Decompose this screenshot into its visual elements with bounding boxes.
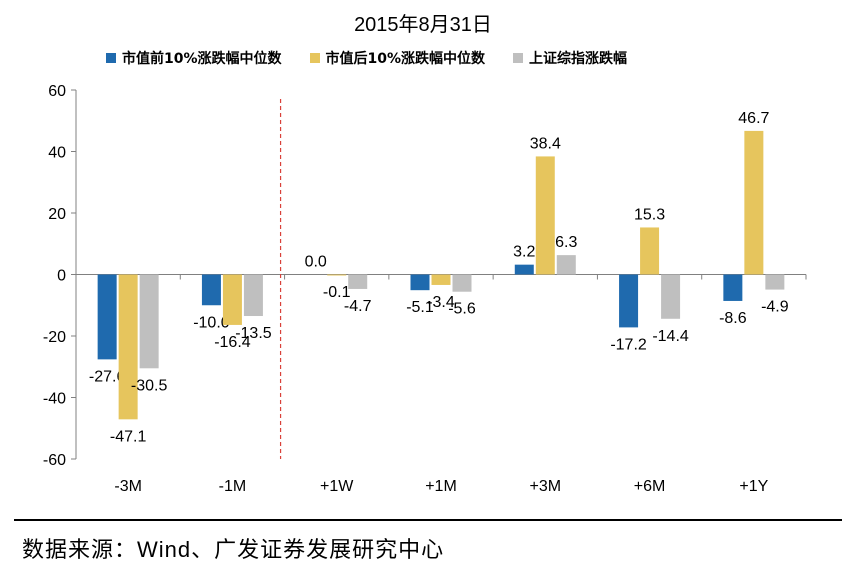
data-label: -5.1 (406, 299, 434, 316)
y-tick-label: -40 (43, 391, 66, 408)
chart-legend: 市值前10%涨跌幅中位数 市值后10%涨跌幅中位数 上证综指涨跌幅 (106, 48, 627, 68)
x-tick-label: +1Y (739, 478, 768, 495)
y-tick-label: 40 (48, 145, 66, 162)
chart-title: 2015年8月31日 (354, 14, 492, 36)
legend-item-bottom10: 市值后10%涨跌幅中位数 (309, 48, 486, 68)
legend-label-top10: 市值前10%涨跌幅中位数 (122, 51, 282, 67)
source-note: 数据来源：Wind、广发证券发展研究中心 (22, 532, 444, 564)
data-label: 6.3 (555, 234, 577, 251)
bar (556, 255, 576, 275)
bar (514, 264, 534, 275)
data-label: -47.1 (110, 428, 147, 445)
data-label: -8.6 (719, 310, 747, 327)
bar (348, 274, 368, 289)
y-tick-label: -20 (43, 329, 66, 346)
legend-item-index: 上证综指涨跌幅 (513, 48, 627, 68)
data-label: -4.9 (761, 299, 789, 316)
bar (118, 274, 138, 420)
legend-item-top10: 市值前10%涨跌幅中位数 (106, 48, 282, 68)
bar (640, 227, 660, 275)
bar (327, 274, 347, 276)
data-label: -17.2 (610, 336, 647, 353)
data-label: 46.7 (738, 110, 769, 127)
bar-chart: 6040200-20-40-60-27.6-47.1-30.5-3M-10.0-… (43, 83, 807, 495)
bar (97, 274, 117, 360)
bar (619, 274, 639, 328)
data-label: -16.4 (214, 334, 251, 351)
y-tick-label: 0 (57, 268, 66, 285)
legend-swatch-top10 (106, 53, 116, 63)
data-label: 38.4 (530, 135, 561, 152)
bar (222, 274, 242, 325)
bar (201, 274, 221, 306)
x-tick-label: +6M (634, 478, 666, 495)
data-label: -30.5 (131, 377, 168, 394)
data-label: -14.4 (652, 328, 689, 345)
data-label: -4.7 (344, 298, 372, 315)
y-tick-label: -60 (43, 452, 66, 469)
data-label: 15.3 (634, 206, 665, 223)
x-tick-label: +1M (425, 478, 457, 495)
legend-swatch-index (513, 53, 524, 63)
footer-divider (14, 519, 842, 521)
source-prefix: 数据来源： (22, 538, 138, 563)
bar (139, 274, 159, 369)
bar (723, 274, 743, 301)
x-tick-label: -3M (114, 478, 142, 495)
bar (661, 274, 681, 319)
bar (765, 274, 785, 290)
legend-swatch-bottom10 (309, 53, 320, 63)
data-label: -10.0 (193, 314, 230, 331)
source-suffix: 、广发证券发展研究中心 (191, 538, 445, 563)
x-tick-label: -1M (219, 478, 247, 495)
data-label: -3.4 (427, 294, 455, 311)
data-label: -27.6 (89, 368, 126, 385)
x-tick-label: +3M (529, 478, 561, 495)
bar (744, 130, 764, 275)
data-label: -5.6 (448, 301, 476, 318)
data-label: 0.0 (305, 254, 327, 271)
data-label: -0.1 (323, 284, 351, 301)
data-label: 3.2 (513, 244, 535, 261)
y-tick-label: 20 (48, 206, 66, 223)
source-name: Wind (137, 537, 192, 562)
bar (535, 156, 555, 275)
x-tick-label: +1W (320, 478, 354, 495)
legend-label-bottom10: 市值后10%涨跌幅中位数 (325, 51, 486, 67)
bar (431, 274, 451, 285)
data-label: -13.5 (235, 325, 272, 342)
bar (243, 274, 263, 317)
bar (452, 274, 472, 292)
legend-label-index: 上证综指涨跌幅 (529, 51, 628, 67)
bar (410, 274, 430, 291)
y-tick-label: 60 (48, 83, 66, 100)
